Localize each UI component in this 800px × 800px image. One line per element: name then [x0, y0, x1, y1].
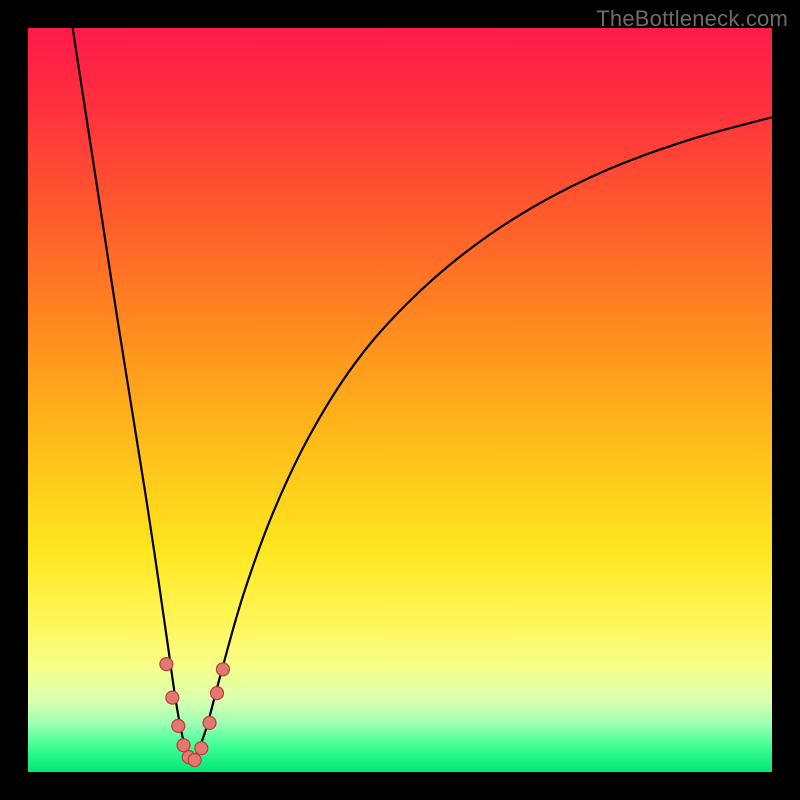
optimum-marker [160, 658, 173, 671]
optimum-marker [216, 663, 229, 676]
plot-frame [28, 28, 772, 772]
optimum-marker [195, 742, 208, 755]
optimum-marker [177, 739, 190, 752]
optimum-marker [210, 687, 223, 700]
optimum-marker [172, 719, 185, 732]
optimum-marker [166, 691, 179, 704]
chart-stage: TheBottleneck.com [0, 0, 800, 800]
bottleneck-curve-right [192, 117, 772, 761]
optimum-marker [203, 716, 216, 729]
curve-layer [28, 28, 772, 772]
optimum-marker [188, 754, 201, 767]
bottleneck-curve-left [73, 28, 192, 762]
watermark-text: TheBottleneck.com [596, 6, 788, 32]
